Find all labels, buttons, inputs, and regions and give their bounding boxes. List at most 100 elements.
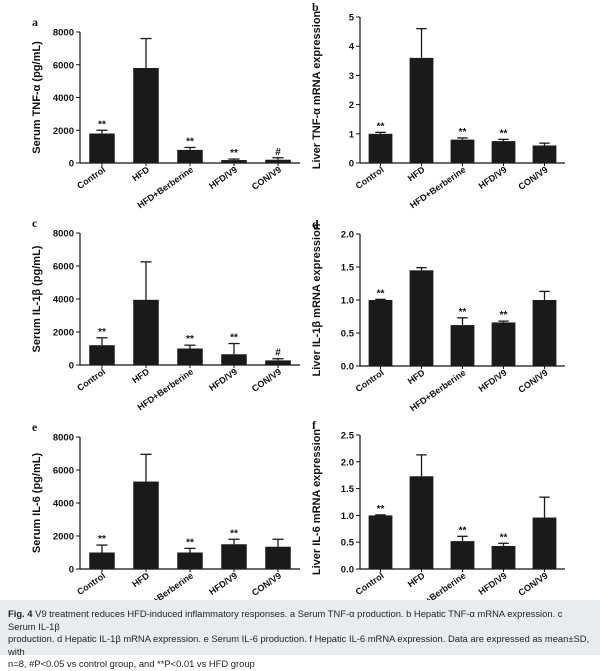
panel-c-bar	[265, 360, 291, 365]
panel-c-significance-mark: **	[98, 327, 106, 338]
panel-e-y-tick-label: 6000	[53, 466, 74, 477]
panel-a-y-tick-label: 8000	[53, 28, 74, 39]
panel-a-bar	[133, 68, 159, 163]
panel-d-bar	[491, 322, 516, 366]
panel-c-label: c	[32, 216, 38, 230]
panel-b-bar	[368, 133, 393, 163]
caption-line-2: production. d Hepatic IL-1β mRNA express…	[8, 633, 590, 657]
panel-e-y-tick-label: 8000	[53, 433, 74, 444]
panel-e-category-label: HFD/V9	[207, 570, 239, 597]
panel-f-category-label: Control	[354, 570, 386, 597]
panel-b-bar	[532, 145, 557, 163]
panel-b-significance-mark: **	[377, 121, 385, 132]
panel-c-bar	[221, 354, 247, 365]
panel-c-category-label: HFD	[130, 366, 151, 385]
panel-f-y-tick-label: 1.0	[341, 511, 354, 522]
panel-c-bar	[89, 345, 115, 365]
panel-e-significance-mark: **	[186, 537, 194, 548]
panel-e-bar	[221, 544, 247, 569]
panel-b-y-tick-label: 2	[349, 100, 354, 111]
panel-b-y-tick-label: 3	[349, 71, 354, 82]
panel-f-significance-mark: **	[459, 525, 467, 536]
panel-a-significance-mark: **	[98, 119, 106, 130]
panel-d-significance-mark: **	[500, 310, 508, 321]
panel-b-category-label: CON/V9	[516, 164, 549, 191]
panel-d-category-label: CON/V9	[516, 367, 549, 394]
panel-d-bar	[368, 300, 393, 366]
panel-b-category-label: HFD	[406, 164, 427, 183]
panel-e-bar	[177, 552, 203, 569]
panel-b-bar	[491, 141, 516, 163]
panel-a-significance-mark: **	[186, 136, 194, 147]
panel-e-bar	[265, 546, 291, 569]
panel-a-label: a	[32, 15, 38, 29]
panel-f-y-tick-label: 1.5	[341, 484, 355, 495]
caption-text-1: V9 treatment reduces HFD-induced inflamm…	[8, 608, 563, 632]
panel-d-y-tick-label: 1.5	[341, 263, 355, 274]
panel-f-significance-mark: **	[500, 532, 508, 543]
panel-d-y-tick-label: 0.5	[341, 329, 355, 340]
panel-e-significance-mark: **	[230, 528, 238, 539]
panel-f-y-tick-label: 0.0	[341, 565, 354, 576]
panel-d-bar	[532, 300, 557, 366]
panel-d-y-tick-label: 0.0	[341, 362, 354, 373]
panel-a-bar	[265, 159, 291, 163]
panel-c-bar	[177, 348, 203, 365]
panel-e-bar	[133, 481, 159, 569]
panel-b-significance-mark: **	[459, 127, 467, 138]
panel-b-y-tick-label: 1	[349, 129, 355, 140]
panel-f-category-label: HFD/V9	[477, 570, 509, 597]
panel-a-y-axis-title: Serum TNF-α (pg/mL)	[31, 41, 43, 154]
panel-a-significance-mark: #	[275, 147, 281, 158]
panel-a-category-label: Control	[75, 164, 107, 191]
panel-f-bar	[450, 541, 475, 569]
panel-c-category-label: CON/V9	[250, 366, 283, 393]
panel-d-label: d	[312, 217, 319, 231]
panel-e-category-label: CON/V9	[250, 570, 283, 597]
figure-panels: a 0 2000 4000 6000 8000 Serum TNF-α (pg/mL) ** C…	[31, 0, 565, 600]
panel-b-category-label: HFD/V9	[477, 164, 509, 191]
panel-e-y-axis-title: Serum IL-6 (pg/mL)	[31, 453, 43, 554]
panel-a-y-tick-label: 0	[69, 159, 74, 170]
panel-b-y-axis-title: Liver TNF-α mRNA expression	[311, 10, 323, 169]
panel-d-significance-mark: **	[377, 288, 385, 299]
panel-c-y-tick-label: 2000	[53, 328, 74, 339]
panel-f-y-axis-title: Liver IL-6 mRNA expression	[311, 429, 323, 576]
panel-c-significance-mark: **	[186, 334, 194, 345]
panel-d-y-tick-label: 1.0	[341, 296, 354, 307]
panel-c-y-tick-label: 0	[69, 361, 74, 372]
panel-a-category-label: HFD/V9	[207, 164, 239, 191]
panel-a-category-label: HFD	[130, 164, 151, 183]
panel-c-significance-mark: **	[230, 333, 238, 344]
panel-c-bar	[133, 299, 159, 365]
caption-fig-label: Fig. 4	[8, 608, 33, 619]
panel-f-y-tick-label: 2.5	[341, 431, 355, 442]
panel-d-significance-mark: **	[459, 307, 467, 318]
panel-b-bar	[450, 139, 475, 163]
panel-f-y-tick-label: 2.0	[341, 457, 354, 468]
panel-e-significance-mark: **	[98, 534, 106, 545]
panel-c-y-tick-label: 8000	[53, 229, 74, 240]
panel-c-category-label: Control	[75, 366, 107, 393]
panel-a-bar	[221, 160, 247, 163]
panel-f-bar	[532, 517, 557, 569]
panel-f-bar	[491, 545, 516, 569]
panel-b-significance-mark: **	[500, 128, 508, 139]
panel-c-y-tick-label: 6000	[53, 262, 74, 273]
panel-d-category-label: Control	[354, 367, 386, 394]
panel-d-bar	[450, 325, 475, 366]
panel-c-y-axis-title: Serum IL-1β (pg/mL)	[31, 245, 43, 352]
panel-b-bar	[409, 57, 434, 163]
panel-a-y-tick-label: 6000	[53, 60, 74, 71]
panel-a-bar	[89, 133, 115, 163]
panel-b-y-tick-label: 4	[349, 42, 355, 53]
panel-e-category-label: Control	[75, 570, 107, 597]
panel-a-y-tick-label: 4000	[53, 93, 74, 104]
panel-d-y-axis-title: Liver IL-1β mRNA expression	[311, 223, 323, 376]
panel-b-y-tick-label: 0	[349, 159, 354, 170]
panel-d-category-label: HFD	[406, 367, 427, 386]
panel-f-category-label: HFD	[406, 570, 427, 589]
panel-d-category-label: HFD/V9	[477, 367, 509, 394]
panel-a-significance-mark: **	[230, 148, 238, 159]
panel-a-y-tick-label: 2000	[53, 126, 74, 137]
